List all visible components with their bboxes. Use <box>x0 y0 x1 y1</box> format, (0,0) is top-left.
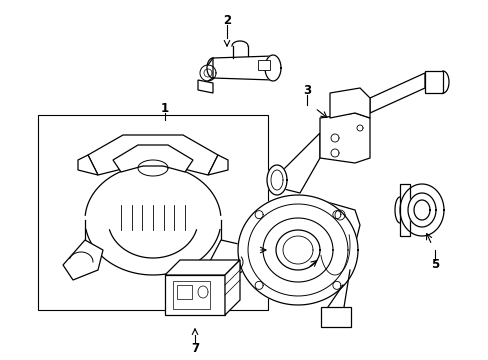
Polygon shape <box>407 193 435 227</box>
Text: 7: 7 <box>190 342 199 355</box>
Bar <box>399 184 409 236</box>
Polygon shape <box>413 200 429 220</box>
Polygon shape <box>320 307 350 327</box>
Polygon shape <box>113 145 193 172</box>
Polygon shape <box>266 165 286 195</box>
Text: 6: 6 <box>245 243 254 256</box>
Polygon shape <box>329 88 369 118</box>
Text: 1: 1 <box>161 102 169 114</box>
Text: 2: 2 <box>223 13 231 27</box>
Polygon shape <box>164 275 224 315</box>
Polygon shape <box>213 56 272 80</box>
Text: 4: 4 <box>298 279 306 292</box>
Polygon shape <box>399 184 443 236</box>
Bar <box>258 60 269 70</box>
Polygon shape <box>173 281 209 309</box>
Text: 5: 5 <box>430 258 438 271</box>
Polygon shape <box>264 55 281 81</box>
Polygon shape <box>88 135 218 175</box>
Polygon shape <box>280 133 319 193</box>
Polygon shape <box>275 230 319 270</box>
Bar <box>424 71 442 93</box>
Bar <box>38 115 267 310</box>
Polygon shape <box>319 113 369 163</box>
Polygon shape <box>369 73 424 113</box>
Polygon shape <box>198 80 213 93</box>
Polygon shape <box>224 260 240 315</box>
Polygon shape <box>63 240 103 280</box>
Polygon shape <box>78 155 98 175</box>
Polygon shape <box>309 200 359 285</box>
Text: 3: 3 <box>303 84 310 96</box>
Polygon shape <box>238 195 357 305</box>
Bar <box>177 285 192 299</box>
Polygon shape <box>207 240 252 280</box>
Polygon shape <box>164 260 240 275</box>
Polygon shape <box>207 155 227 175</box>
